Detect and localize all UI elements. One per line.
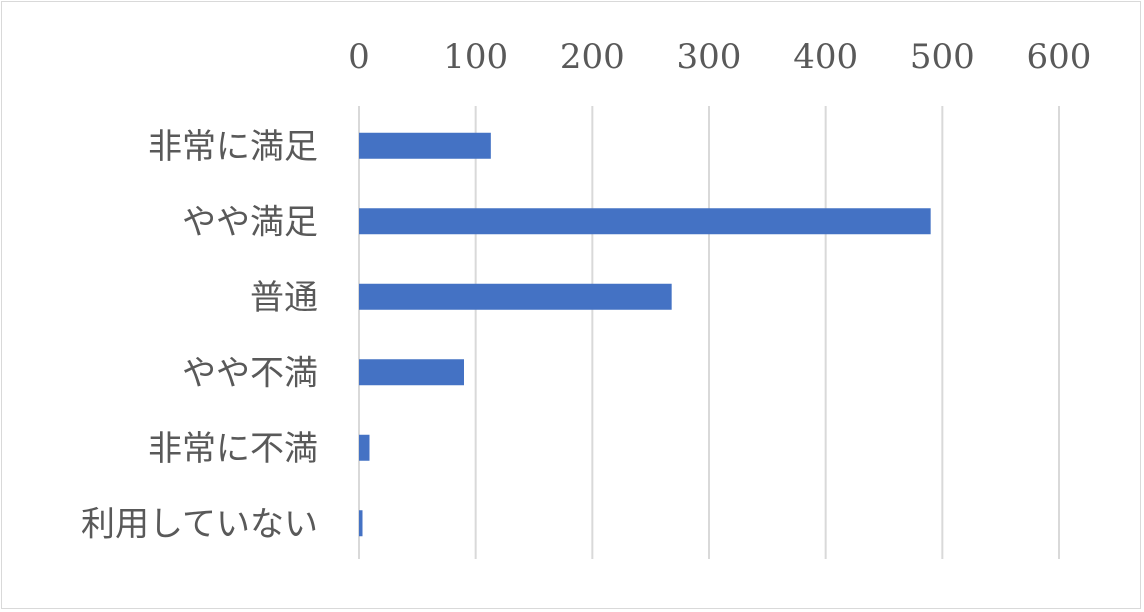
category-label: やや不満: [182, 353, 318, 393]
bar: [359, 359, 464, 385]
bar: [359, 284, 672, 310]
category-label: 利用していない: [81, 504, 318, 544]
bar: [359, 208, 931, 234]
x-tick-label: 300: [677, 37, 742, 77]
x-tick-label: 600: [1027, 37, 1092, 77]
x-tick-label: 400: [793, 37, 858, 77]
x-tick-label: 0: [348, 37, 370, 77]
bar: [359, 435, 370, 461]
category-label: やや満足: [182, 202, 318, 242]
category-label: 非常に満足: [148, 127, 318, 167]
bars: [359, 133, 931, 537]
x-tick-label: 100: [443, 37, 508, 77]
x-axis-ticks: 0 100 200 300 400 500 600: [348, 37, 1091, 77]
category-label: 普通: [250, 278, 318, 318]
bar: [359, 133, 491, 159]
x-tick-label: 500: [910, 37, 975, 77]
x-tick-label: 200: [560, 37, 625, 77]
bar: [359, 510, 363, 536]
category-label: 非常に不満: [148, 429, 318, 469]
gridlines: [359, 106, 1059, 559]
